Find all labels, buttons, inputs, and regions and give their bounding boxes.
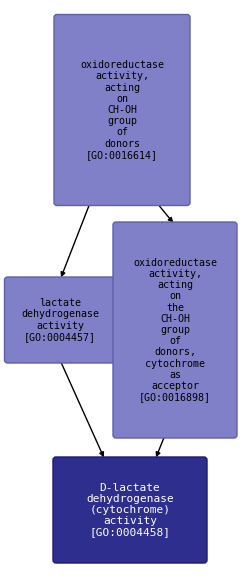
Text: oxidoreductase
activity,
acting
on
CH-OH
group
of
donors
[GO:0016614]: oxidoreductase activity, acting on CH-OH… (80, 60, 164, 160)
Text: lactate
dehydrogenase
activity
[GO:0004457]: lactate dehydrogenase activity [GO:00044… (21, 298, 99, 342)
FancyBboxPatch shape (113, 222, 237, 438)
Text: D-lactate
dehydrogenase
(cytochrome)
activity
[GO:0004458]: D-lactate dehydrogenase (cytochrome) act… (86, 483, 174, 538)
FancyBboxPatch shape (54, 15, 190, 205)
FancyBboxPatch shape (53, 457, 207, 563)
FancyBboxPatch shape (4, 277, 115, 363)
Text: oxidoreductase
activity,
acting
on
the
CH-OH
group
of
donors,
cytochrome
as
acce: oxidoreductase activity, acting on the C… (133, 258, 217, 402)
